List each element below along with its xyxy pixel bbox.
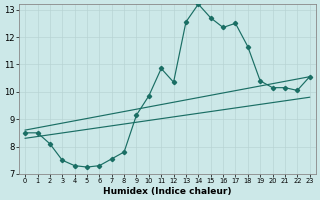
- X-axis label: Humidex (Indice chaleur): Humidex (Indice chaleur): [103, 187, 232, 196]
